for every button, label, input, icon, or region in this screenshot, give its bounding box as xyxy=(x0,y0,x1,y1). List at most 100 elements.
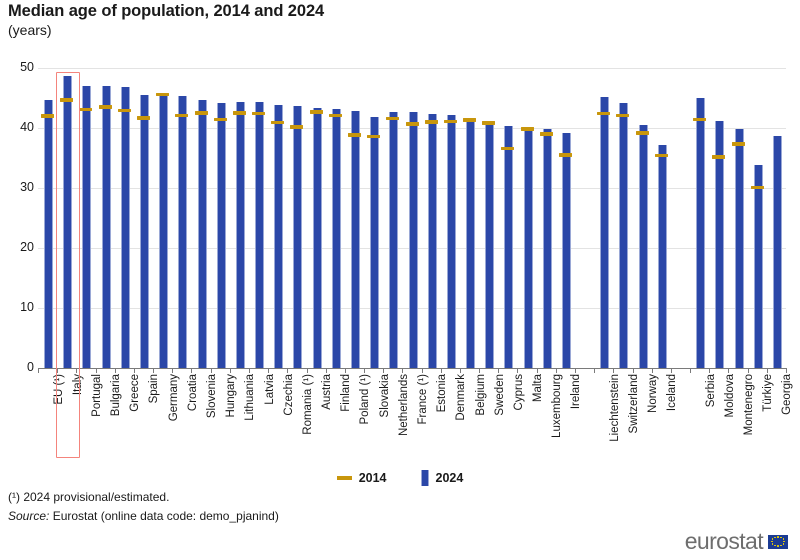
bar-2024[interactable] xyxy=(504,125,514,368)
marker-2014[interactable] xyxy=(328,113,342,118)
bar-2024[interactable] xyxy=(274,104,284,368)
bar-2024[interactable] xyxy=(485,122,495,368)
x-axis-tick xyxy=(38,368,39,373)
bar-2024[interactable] xyxy=(216,103,226,368)
marker-2014[interactable] xyxy=(213,117,227,122)
marker-2014[interactable] xyxy=(98,105,112,109)
x-axis-label: Ireland xyxy=(570,374,583,410)
marker-2014[interactable] xyxy=(712,155,726,159)
bar-2024[interactable] xyxy=(696,98,706,368)
bar-2024[interactable] xyxy=(389,111,399,368)
x-axis-tick xyxy=(575,368,576,373)
y-axis-tick-label: 30 xyxy=(20,180,34,194)
bar-2024[interactable] xyxy=(331,108,341,368)
bar-2024[interactable] xyxy=(255,101,265,368)
bar-2024[interactable] xyxy=(44,99,54,368)
marker-2014[interactable] xyxy=(654,153,668,158)
gridline xyxy=(38,368,786,369)
marker-2014[interactable] xyxy=(117,108,131,113)
marker-2014[interactable] xyxy=(252,111,266,116)
marker-2014[interactable] xyxy=(232,111,246,115)
x-axis-tick xyxy=(517,368,518,373)
bar-2024[interactable] xyxy=(753,165,763,368)
marker-2014[interactable] xyxy=(482,121,496,125)
bar-2024[interactable] xyxy=(427,113,437,368)
bar-2024[interactable] xyxy=(350,110,360,368)
x-axis-tick xyxy=(326,368,327,373)
bar-2024[interactable] xyxy=(638,125,648,368)
bar-2024[interactable] xyxy=(159,93,169,368)
page-subtitle: (years) xyxy=(8,22,52,38)
y-axis-tick-label: 40 xyxy=(20,120,34,134)
x-axis-label: Sweden xyxy=(493,374,506,416)
bar-2024[interactable] xyxy=(235,102,245,368)
marker-2014[interactable] xyxy=(443,119,457,124)
x-axis-label: Poland (¹) xyxy=(359,374,372,425)
x-axis-tick xyxy=(364,368,365,373)
bar-2024[interactable] xyxy=(715,120,725,368)
x-axis-label: Croatia xyxy=(186,374,199,412)
marker-2014[interactable] xyxy=(405,122,419,126)
marker-2014[interactable] xyxy=(41,114,55,118)
bar-2024[interactable] xyxy=(197,100,207,368)
marker-2014[interactable] xyxy=(367,134,381,139)
marker-2014[interactable] xyxy=(79,107,93,112)
bar-2024[interactable] xyxy=(63,75,73,368)
marker-2014[interactable] xyxy=(136,116,150,120)
marker-2014[interactable] xyxy=(635,131,649,135)
marker-2014[interactable] xyxy=(750,185,764,190)
bar-2024[interactable] xyxy=(178,96,188,368)
brand-name: eurostat xyxy=(684,528,764,554)
marker-2014[interactable] xyxy=(520,127,534,131)
bar-2024[interactable] xyxy=(561,133,571,368)
marker-2014[interactable] xyxy=(424,120,438,124)
x-axis-label: Belgium xyxy=(474,374,487,416)
marker-2014[interactable] xyxy=(463,118,477,122)
bar-2024[interactable] xyxy=(600,97,610,368)
marker-2014[interactable] xyxy=(194,111,208,115)
bar-2024[interactable] xyxy=(293,106,303,368)
bar-2024[interactable] xyxy=(120,86,130,368)
bar-2024[interactable] xyxy=(542,129,552,368)
x-axis-tick xyxy=(652,368,653,373)
bar-2024[interactable] xyxy=(772,136,782,368)
bar-2024[interactable] xyxy=(523,128,533,368)
marker-2014[interactable] xyxy=(156,92,170,97)
bar-2024[interactable] xyxy=(446,115,456,368)
bar-2024[interactable] xyxy=(82,86,92,368)
bar-2024[interactable] xyxy=(370,117,380,368)
bar-2024[interactable] xyxy=(312,107,322,368)
marker-2014[interactable] xyxy=(693,117,707,122)
bar-2024[interactable] xyxy=(466,117,476,368)
marker-2014[interactable] xyxy=(60,98,74,102)
marker-2014[interactable] xyxy=(731,142,745,146)
chart-legend: 2014 2024 xyxy=(0,470,800,486)
x-axis-label: Lithuania xyxy=(244,374,257,421)
marker-2014[interactable] xyxy=(539,132,553,136)
marker-2014[interactable] xyxy=(386,116,400,121)
bar-2024[interactable] xyxy=(619,103,629,368)
marker-2014[interactable] xyxy=(616,113,630,118)
bar-2024[interactable] xyxy=(408,112,418,368)
bar-2024[interactable] xyxy=(139,95,149,368)
x-axis-tick xyxy=(709,368,710,373)
x-axis-tick xyxy=(76,368,77,373)
eurostat-logo: eurostat xyxy=(685,528,788,555)
marker-2014[interactable] xyxy=(501,146,515,151)
marker-2014[interactable] xyxy=(347,133,361,137)
x-axis-label: Hungary xyxy=(225,374,238,418)
eu-flag-icon xyxy=(768,534,788,549)
marker-2014[interactable] xyxy=(271,120,285,125)
marker-2014[interactable] xyxy=(597,111,611,116)
marker-2014[interactable] xyxy=(175,113,189,118)
bar-2024[interactable] xyxy=(734,129,744,368)
legend-swatch-bar-icon xyxy=(420,470,429,486)
bar-2024[interactable] xyxy=(101,86,111,368)
marker-2014[interactable] xyxy=(290,125,304,129)
x-axis-label: Finland xyxy=(340,374,353,412)
x-axis-label: Netherlands xyxy=(397,374,410,437)
marker-2014[interactable] xyxy=(309,110,323,114)
bar-2024[interactable] xyxy=(657,145,667,368)
gridline xyxy=(38,68,786,69)
marker-2014[interactable] xyxy=(558,153,572,157)
